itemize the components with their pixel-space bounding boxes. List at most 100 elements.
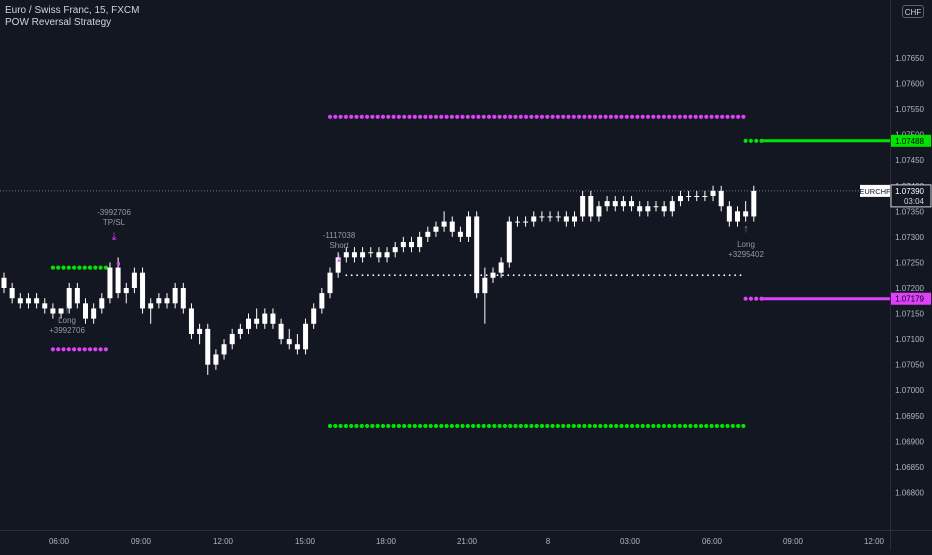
green-level-dot [391, 423, 396, 429]
magenta-level-dot [561, 114, 566, 119]
green-level-dot [561, 423, 566, 429]
green-level-dot [640, 423, 645, 429]
green-level-dot [87, 265, 93, 270]
candle-body [17, 298, 23, 304]
currency-button[interactable]: CHF [902, 5, 924, 18]
green-level-dot [82, 265, 87, 270]
green-level-dot [608, 423, 614, 429]
green-level-dot [545, 423, 550, 429]
candle-body [180, 288, 186, 309]
magenta-level-dot [103, 347, 108, 352]
y-tick-label: 1.07650 [895, 54, 924, 63]
green-level-dot [412, 423, 417, 429]
green-level-dot [476, 423, 481, 429]
magenta-level-dot [555, 114, 561, 119]
green-level-dot [651, 423, 656, 429]
white-level-dot [556, 274, 558, 277]
white-level-dot [620, 274, 623, 277]
green-level-dot [98, 265, 103, 270]
tp-sl-marker-icon: ◂ [116, 259, 120, 268]
candle-body [466, 216, 472, 237]
green-level-dot [103, 265, 108, 270]
candle-body [661, 206, 667, 212]
bar-countdown: 03:04 [904, 197, 925, 206]
magenta-level-dot [380, 114, 386, 119]
x-tick-label: 03:00 [620, 537, 641, 546]
white-level-dot [485, 274, 488, 277]
green-level-dot [354, 423, 359, 429]
trade-label-text: +3295402 [728, 250, 764, 259]
magenta-level-dot [598, 114, 603, 119]
candle-body [311, 308, 317, 324]
magenta-level-dot [87, 347, 93, 352]
time-axis[interactable]: 06:00 09:00 12:00 15:00 18:00 21:00 8 03:00 06:0… [49, 537, 885, 546]
white-level-dot [523, 274, 526, 277]
magenta-level-dot [465, 114, 470, 119]
candle-body [400, 242, 406, 248]
white-level-dot [356, 274, 358, 277]
green-level-dot [709, 423, 714, 429]
candle-body [360, 252, 366, 258]
magenta-level-dot [72, 347, 77, 352]
green-level-dot [693, 423, 698, 429]
magenta-level-dot [418, 114, 423, 119]
white-level-dot [469, 274, 472, 277]
white-level-dot [545, 274, 547, 277]
indicator-title[interactable]: POW Reversal Strategy [5, 17, 112, 28]
white-level-dot [507, 274, 510, 277]
x-tick-label: 8 [546, 537, 551, 546]
candle-body [327, 272, 333, 294]
green-level-dot [667, 423, 672, 429]
magenta-level-dot [343, 114, 348, 119]
green-level-dot [481, 423, 486, 429]
green-level-dot [407, 423, 412, 429]
candle-body [474, 216, 480, 294]
candle-body [506, 221, 512, 263]
candle-body [457, 231, 463, 237]
white-level-dot [734, 274, 736, 277]
green-level-dot [714, 423, 720, 429]
candle-body [213, 354, 219, 365]
green-level-dot [66, 265, 71, 270]
candle-body [286, 339, 292, 345]
candle-body [83, 303, 88, 319]
green-level-dot [433, 423, 439, 429]
candle-body [197, 328, 203, 334]
green-level-dot [327, 423, 333, 429]
magenta-level-dot [391, 114, 396, 119]
magenta-level-dot [688, 114, 693, 119]
magenta-level-dot [741, 114, 746, 119]
magenta-level-dot [754, 296, 759, 301]
candle-body [392, 247, 398, 253]
last-price-box [890, 184, 932, 208]
candle-body [99, 298, 105, 309]
white-level-dot [572, 274, 574, 277]
candle-body [596, 206, 602, 217]
magenta-level-dot [577, 114, 582, 119]
y-tick-label: 1.06800 [895, 488, 924, 497]
white-level-dot [388, 274, 391, 277]
y-tick-label: 1.07150 [895, 310, 924, 319]
magenta-level-dot [50, 347, 56, 352]
magenta-level-dot [365, 114, 370, 119]
x-tick-label: 09:00 [131, 537, 152, 546]
magenta-level-dot [672, 114, 677, 119]
green-level-dot [524, 423, 529, 429]
magenta-level-dot [338, 114, 343, 119]
candle-body [107, 267, 113, 299]
white-level-dot [653, 274, 655, 277]
white-level-dot [610, 274, 612, 277]
trade-label-text: Long [737, 240, 755, 249]
white-level-dot [588, 274, 591, 277]
white-level-dot [426, 274, 429, 277]
magenta-level-dot [428, 114, 433, 119]
green-level-dot [577, 423, 582, 429]
price-tag-label: 1.07179 [895, 295, 924, 304]
white-level-dot [367, 274, 369, 277]
price-tag-box [891, 134, 931, 147]
symbol-title[interactable]: Euro / Swiss Franc, 15, FXCM [5, 5, 140, 16]
magenta-level-dot [433, 114, 439, 119]
green-level-dot [688, 423, 693, 429]
